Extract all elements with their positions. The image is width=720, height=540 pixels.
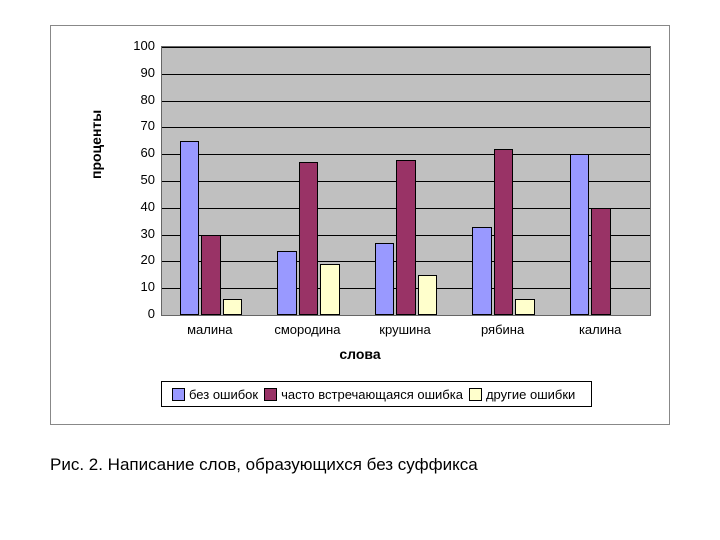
legend: без ошибок часто встречающаяся ошибка друг… — [161, 381, 592, 407]
chart-frame: 0 10 20 30 40 50 60 70 80 90 100 проценты малинасм… — [50, 25, 670, 425]
bar — [320, 264, 340, 315]
y-tick-label: 90 — [121, 68, 155, 78]
legend-swatch — [264, 388, 277, 401]
y-tick-label: 30 — [121, 229, 155, 239]
y-tick-label: 10 — [121, 282, 155, 292]
bar — [472, 227, 492, 315]
y-tick-label: 40 — [121, 202, 155, 212]
bar — [515, 299, 535, 315]
y-tick-label: 70 — [121, 121, 155, 131]
slide: 0 10 20 30 40 50 60 70 80 90 100 проценты малинасм… — [0, 0, 720, 540]
x-category-label: малина — [161, 322, 259, 337]
x-category-label: смородина — [259, 322, 357, 337]
x-category-label: калина — [551, 322, 649, 337]
bar — [277, 251, 297, 315]
legend-swatch — [469, 388, 482, 401]
bar — [180, 141, 200, 315]
y-tick-label: 50 — [121, 175, 155, 185]
y-tick-label: 0 — [121, 309, 155, 319]
gridline — [162, 47, 650, 48]
plot-area — [161, 46, 651, 316]
gridline — [162, 127, 650, 128]
x-category-label: рябина — [454, 322, 552, 337]
legend-label: часто встречающаяся ошибка — [281, 387, 463, 402]
y-tick-label: 60 — [121, 148, 155, 158]
x-axis-title: слова — [51, 346, 669, 362]
bar — [375, 243, 395, 315]
bar — [396, 160, 416, 315]
bar — [223, 299, 243, 315]
bar — [494, 149, 514, 315]
bar — [418, 275, 438, 315]
bar — [591, 208, 611, 315]
legend-label: другие ошибки — [486, 387, 575, 402]
y-tick-label: 100 — [121, 41, 155, 51]
gridline — [162, 101, 650, 102]
legend-label: без ошибок — [189, 387, 258, 402]
y-tick-label: 80 — [121, 95, 155, 105]
bar — [201, 235, 221, 315]
y-tick-label: 20 — [121, 255, 155, 265]
legend-swatch — [172, 388, 185, 401]
bar — [570, 154, 590, 315]
gridline — [162, 74, 650, 75]
x-category-label: крушина — [356, 322, 454, 337]
bar — [299, 162, 319, 315]
y-axis-title: проценты — [88, 129, 104, 179]
figure-caption: Рис. 2. Написание слов, образующихся без… — [50, 455, 478, 475]
